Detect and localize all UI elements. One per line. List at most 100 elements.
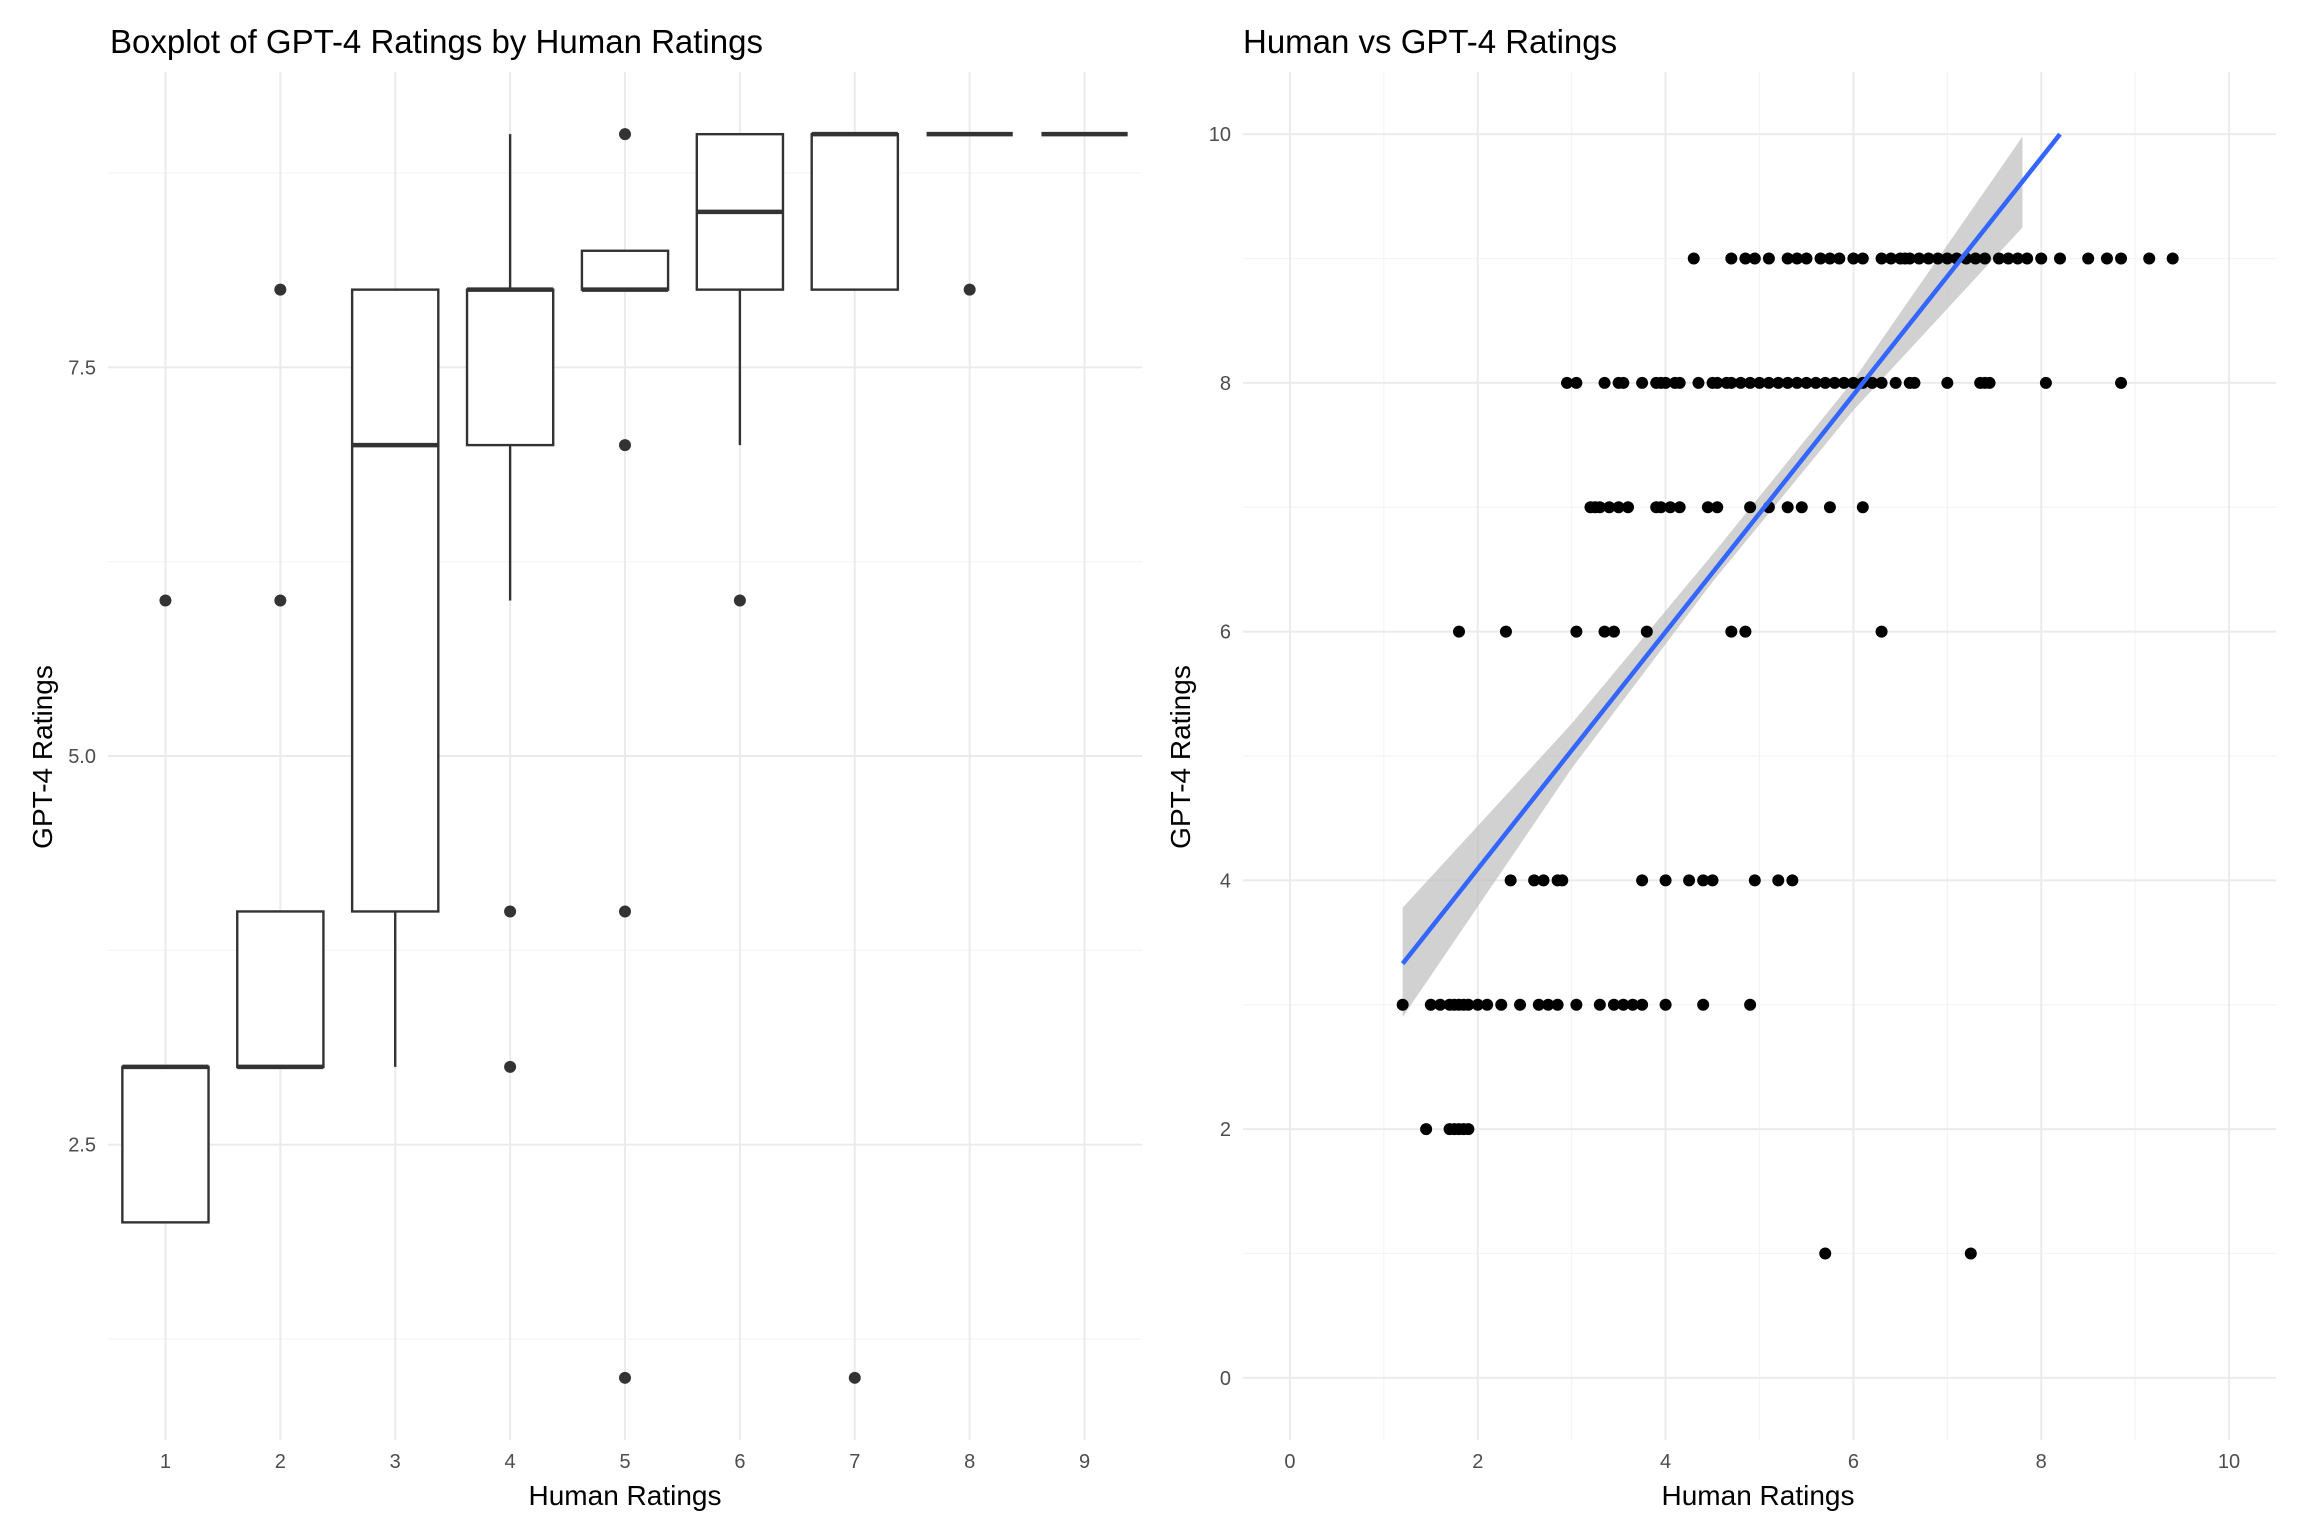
scatter-y-axis-label: GPT-4 Ratings [1165,665,1196,849]
scatter-point [1603,501,1616,514]
scatter-point [1570,376,1583,389]
scatter-point [1593,501,1606,514]
scatter-point [1434,998,1447,1011]
scatter-x-tick-label: 4 [1660,1451,1671,1473]
scatter-point [1744,376,1757,389]
scatter-point [1697,998,1710,1011]
scatter-point [1598,376,1611,389]
scatter-point [1542,998,1555,1011]
scatter-point [2115,376,2128,389]
scatter-point [1847,252,1860,265]
scatter-point [2021,252,2034,265]
scatter-point [1551,998,1564,1011]
scatter-point [1866,376,1879,389]
scatter-point [1612,501,1625,514]
scatter-point [1617,998,1630,1011]
scatter-point [1711,376,1724,389]
scatter-point [1654,501,1667,514]
box-body [121,1065,210,1224]
scatter-x-tick-label: 8 [2036,1451,2047,1473]
boxplot-x-tick-label: 7 [849,1451,860,1473]
scatter-point [1664,501,1677,514]
scatter-y-tick-label: 4 [1220,870,1231,892]
scatter-y-tick-label: 6 [1220,622,1231,644]
scatter-point [1856,501,1869,514]
box-outlier [619,128,631,141]
scatter-y-tick-label: 8 [1220,373,1231,395]
scatter-y-tick-label: 10 [1209,124,1231,146]
box-outlier [504,1060,517,1073]
scatter-point [1697,874,1710,887]
scatter-point [1692,376,1705,389]
boxplot-x-axis-label: Human Ratings [529,1480,722,1511]
box-2 [236,283,325,1070]
scatter-point [1781,252,1794,265]
scatter-point [1706,874,1719,887]
box-body [580,249,670,291]
scatter-point [1570,998,1583,1011]
scatter-point [1983,376,1996,389]
scatter-point [1739,625,1752,638]
box-outlier [159,594,172,607]
box-4 [465,134,555,1073]
scatter-point [1762,376,1775,389]
scatter-point [2035,252,2048,265]
scatter-point [1969,252,1982,265]
boxplot-y-tick-label: 5.0 [68,746,96,768]
scatter-point [2143,252,2156,265]
scatter-point [1499,625,1512,638]
scatter-point [1607,625,1620,638]
scatter-point [1744,501,1757,514]
box-outlier [619,1371,631,1384]
scatter-point [1823,501,1836,514]
box-outlier [504,905,517,918]
scatter-point [1800,376,1813,389]
scatter-point [1809,376,1822,389]
scatter-point [1659,376,1672,389]
scatter-gridlines [1243,72,2276,1440]
scatter-point [1828,376,1841,389]
scatter-point [1823,252,1836,265]
scatter-point [1636,874,1649,887]
scatter-point [1570,625,1583,638]
box-outlier [963,283,976,296]
scatter-point [1617,376,1630,389]
scatter-point [1978,252,1991,265]
box-5 [580,128,670,1384]
box-outlier [274,283,287,296]
scatter-point [1607,998,1620,1011]
boxplot-x-tick-label: 9 [1079,1451,1090,1473]
scatter-point [1462,1123,1475,1136]
scatter-point [1772,376,1785,389]
scatter-point [2002,252,2015,265]
scatter-point [1683,874,1696,887]
box-outlier [274,594,287,607]
scatter-point [1889,376,1902,389]
scatter-x-tick-label: 2 [1472,1451,1483,1473]
boxplot-marks [121,128,1128,1384]
scatter-point [1396,998,1409,1011]
scatter-point [1636,376,1649,389]
scatter-point [2166,252,2179,265]
box-outlier [619,439,631,452]
scatter-x-axis-label: Human Ratings [1662,1480,1855,1511]
boxplot-y-tick-label: 2.5 [68,1135,96,1157]
scatter-point [1673,501,1686,514]
scatter-point [2100,252,2113,265]
scatter-point [1514,998,1527,1011]
scatter-point [1772,874,1785,887]
scatter-point [1528,874,1541,887]
box-body [810,132,900,291]
scatter-point [1875,625,1888,638]
boxplot-y-tick-label: 7.5 [68,357,96,379]
box-6 [695,132,785,607]
scatter-point [1781,376,1794,389]
scatter-panel: Human vs GPT-4 Ratings 0 2 4 6 8 10 0 2 4 6 8 10 Hu… [1165,23,2276,1511]
scatter-point [1734,376,1747,389]
boxplot-x-tick-label: 4 [505,1451,516,1473]
box-outlier [733,594,746,607]
scatter-point [1791,376,1804,389]
scatter-point [1964,1247,1977,1260]
scatter-point [1791,252,1804,265]
